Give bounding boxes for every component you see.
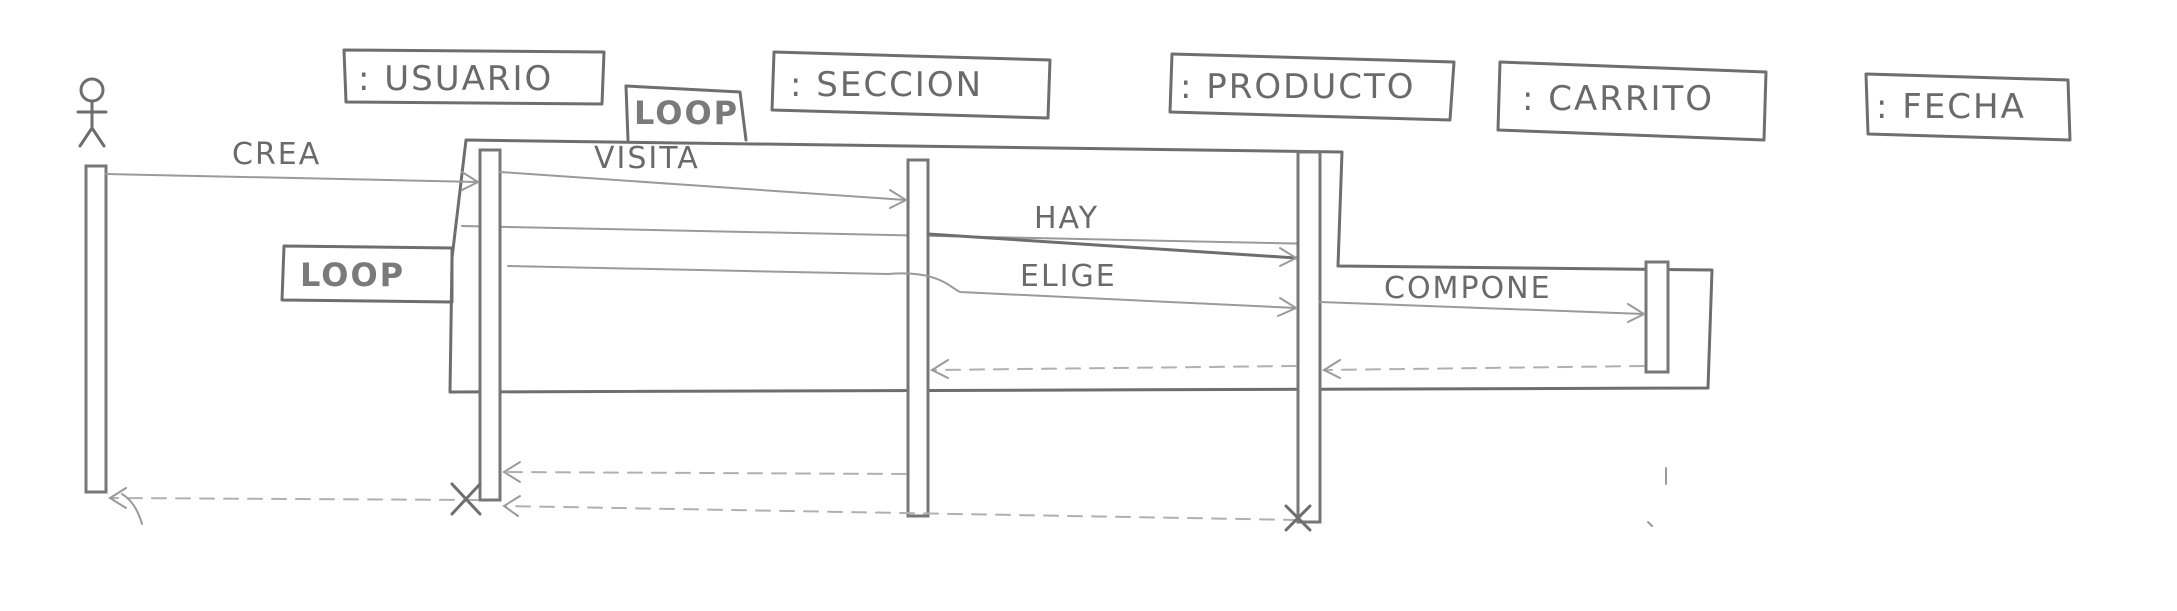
loop-fragment-inner: LOOP xyxy=(280,225,1320,304)
destroy-mark-usuario xyxy=(450,482,482,516)
return-usuario-actor xyxy=(108,487,479,509)
message-label-elige: ELIGE xyxy=(1020,259,1117,294)
lifeline-label-carrito: : CARRITO xyxy=(1522,79,1714,119)
message-elige: ELIGE xyxy=(507,259,1299,317)
lifeline-box-fecha: : FECHA xyxy=(1864,72,2072,142)
return-seccion-usuario xyxy=(502,461,907,483)
fecha-lifeline-stub-2 xyxy=(1647,521,1653,527)
destroy-mark-producto xyxy=(1284,504,1312,532)
return-producto-usuario xyxy=(502,495,1299,521)
lifeline-label-seccion: : SECCION xyxy=(790,65,983,105)
destroy-mark-actor xyxy=(121,493,143,525)
message-label-visita: VISITA xyxy=(594,141,700,176)
return-producto-seccion xyxy=(929,359,1297,379)
loop-fragment-outer: LOOP xyxy=(448,84,1714,394)
activation-seccion xyxy=(906,158,930,518)
message-visita: VISITA xyxy=(499,141,909,209)
activation-producto xyxy=(1296,150,1322,524)
loop-fragment-outer-label: LOOP xyxy=(634,94,739,132)
message-label-hay: HAY xyxy=(1034,201,1099,236)
message-label-compone: COMPONE xyxy=(1384,271,1552,306)
message-crea: CREA xyxy=(105,137,481,191)
lifeline-label-producto: : PRODUCTO xyxy=(1180,67,1416,107)
activation-carrito xyxy=(1644,260,1670,374)
lifeline-box-carrito: : CARRITO xyxy=(1496,60,1768,142)
actor-figure xyxy=(76,77,108,148)
lifeline-label-fecha: : FECHA xyxy=(1876,87,2026,127)
activation-usuario xyxy=(478,148,502,502)
lifeline-box-producto: : PRODUCTO xyxy=(1168,52,1456,122)
message-label-crea: CREA xyxy=(232,137,321,172)
activation-actor xyxy=(84,164,108,494)
lifeline-box-usuario: : USUARIO xyxy=(342,48,606,106)
lifeline-label-usuario: : USUARIO xyxy=(358,59,553,99)
loop-fragment-inner-label: LOOP xyxy=(300,256,405,294)
return-carrito-producto xyxy=(1321,359,1645,379)
message-hay: HAY xyxy=(926,201,1299,267)
lifeline-box-seccion: : SECCION xyxy=(770,50,1052,120)
message-compone: COMPONE xyxy=(1319,271,1647,323)
